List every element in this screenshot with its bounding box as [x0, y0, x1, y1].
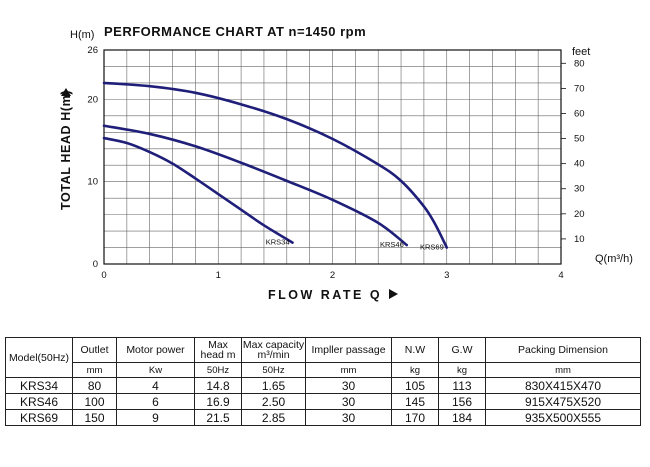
table-cell: 1.65: [241, 377, 306, 394]
x-unit-label: Q(m³/h): [595, 253, 633, 265]
right-tick-label: 40: [574, 159, 585, 170]
header-outlet: Outlet: [72, 337, 117, 363]
table-row: KRS34 80 4 14.8 1.65 30 105 113 830X415X…: [5, 377, 641, 394]
table-row: KRS46 100 6 16.9 2.50 30 145 156 915X475…: [5, 393, 641, 410]
x-axis-arrow-icon: [389, 289, 398, 299]
unit-cell: kg: [391, 362, 439, 378]
table-cell: KRS34: [5, 377, 73, 394]
header-nw: N.W: [391, 337, 439, 363]
unit-cell: 50Hz: [194, 362, 242, 378]
table-cell: 145: [391, 393, 439, 410]
chart-grid: [104, 50, 561, 264]
y-axis-arrow-icon: [61, 88, 71, 96]
curve-krs69: [102, 81, 449, 249]
table-cell: 9: [116, 409, 195, 426]
table-cell: KRS69: [5, 409, 73, 426]
x-tick-label: 2: [330, 270, 335, 281]
right-unit-label: feet: [572, 46, 590, 58]
table-cell: 915X475X520: [485, 393, 641, 410]
table-cell: 100: [72, 393, 117, 410]
table-cell: 150: [72, 409, 117, 426]
right-tick-label: 60: [574, 108, 585, 119]
table-cell: 830X415X470: [485, 377, 641, 394]
right-tick-label: 70: [574, 83, 585, 94]
right-tick-label: 20: [574, 209, 585, 220]
table-cell: 6: [116, 393, 195, 410]
x-axis-title: FLOW RATE Q: [268, 288, 382, 302]
x-tick-label: 1: [216, 270, 221, 281]
header-motor-power: Motor power: [116, 337, 195, 363]
table-cell: 113: [438, 377, 486, 394]
unit-cell: kg: [438, 362, 486, 378]
table-cell: 4: [116, 377, 195, 394]
table-cell: 170: [391, 409, 439, 426]
table-units-row: mm Kw 50Hz 50Hz mm kg kg mm: [6, 362, 641, 378]
table-cell: 80: [72, 377, 117, 394]
table-cell: 2.50: [241, 393, 306, 410]
y-tick-label: 20: [87, 94, 98, 105]
right-tick-label: 50: [574, 134, 585, 145]
header-model: Model(50Hz): [5, 337, 73, 378]
x-tick-label: 0: [101, 270, 106, 281]
table-cell: 2.85: [241, 409, 306, 426]
right-tick-label: 30: [574, 184, 585, 195]
table-cell: 30: [305, 377, 392, 394]
table-cell: KRS46: [5, 393, 73, 410]
table-cell: 156: [438, 393, 486, 410]
curve-label-krs46: KRS46: [380, 240, 404, 249]
chart-title: PERFORMANCE CHART AT n=1450 rpm: [104, 24, 366, 39]
unit-cell: mm: [305, 362, 392, 378]
curve-krs46: [102, 124, 409, 247]
right-tick-label: 80: [574, 58, 585, 69]
header-max-capacity: Max capacity m³/min: [241, 337, 306, 363]
table-cell: 30: [305, 409, 392, 426]
table-cell: 935X500X555: [485, 409, 641, 426]
y-unit-label: H(m): [70, 29, 94, 41]
unit-cell: Kw: [116, 362, 195, 378]
header-impeller-passage: Impller passage: [305, 337, 392, 363]
curves: KRS34 KRS46 KRS69: [102, 81, 449, 252]
x-tick-label: 4: [558, 270, 563, 281]
y-axis-title: TOTAL HEAD H(m): [59, 90, 73, 210]
table-cell: 14.8: [194, 377, 242, 394]
curve-label-krs69: KRS69: [420, 243, 444, 252]
header-packing-dimension: Packing Dimension: [485, 337, 641, 363]
x-tick-label: 3: [444, 270, 449, 281]
unit-cell: mm: [485, 362, 641, 378]
table-row: KRS69 150 9 21.5 2.85 30 170 184 935X500…: [5, 409, 641, 426]
table-cell: 105: [391, 377, 439, 394]
table-cell: 30: [305, 393, 392, 410]
spec-table: Model(50Hz) Outlet Motor power Max head …: [5, 337, 641, 426]
header-gw: G.W: [438, 337, 486, 363]
y-tick-label: 26: [87, 45, 98, 56]
table-cell: 184: [438, 409, 486, 426]
unit-cell: 50Hz: [241, 362, 306, 378]
y-tick-label: 10: [87, 177, 98, 188]
curve-label-krs34: KRS34: [266, 238, 290, 247]
y-tick-label: 0: [93, 259, 98, 270]
table-cell: 21.5: [194, 409, 242, 426]
curve-krs34: [102, 136, 294, 244]
right-tick-label: 10: [574, 234, 585, 245]
performance-chart: KRS34 KRS46 KRS69 0 1 2 3 40102026102030405060…: [59, 24, 633, 302]
table-cell: 16.9: [194, 393, 242, 410]
table-header-row: Model(50Hz) Outlet Motor power Max head …: [5, 337, 641, 378]
unit-cell: mm: [72, 362, 117, 378]
header-max-head: Max head m: [194, 337, 242, 363]
plot-frame: [103, 49, 562, 265]
